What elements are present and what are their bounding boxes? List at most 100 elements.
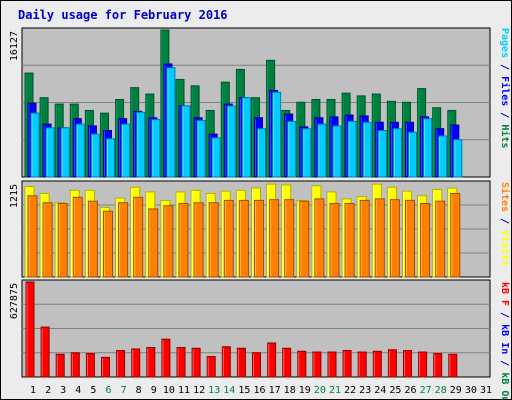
kb-f-in-out-bar-kb-f-day-11 [176, 346, 186, 378]
pages-files-hits-bar-pages-day-12 [196, 119, 206, 178]
pages-files-hits-ylabel: Pages / Files / Hits [499, 28, 511, 148]
x-tick-day-6: 6 [105, 385, 111, 396]
x-tick-labels: 1 2 3 4 5 6 7 8 9 10 11 12 13 14 15 16 17 18 19 20 21 22 23 24 2… [30, 385, 492, 396]
kb-f-in-out-bar-kb-f-day-10 [161, 338, 171, 378]
visits-sites-bar-sites-day-23 [359, 199, 370, 278]
kb-f-in-out-bar-kb-f-day-19 [297, 350, 307, 378]
x-tick-day-7: 7 [121, 385, 127, 396]
pages-files-hits-bar-pages-day-9 [151, 119, 161, 178]
kb-f-in-out-ylabel-part-4: kB Out [499, 372, 510, 400]
visits-sites-bar-sites-day-24 [374, 198, 385, 278]
kb-f-in-out-bar-kb-f-day-27 [418, 351, 428, 378]
pages-files-hits-bar-pages-day-11 [181, 105, 191, 178]
pages-files-hits-ylabel-part-3: / [499, 106, 510, 124]
pages-files-hits-bar-pages-day-3 [60, 127, 70, 178]
x-tick-day-27: 27 [420, 385, 432, 396]
kb-f-in-out-bar-kb-f-day-22 [342, 350, 352, 378]
x-tick-day-3: 3 [60, 385, 66, 396]
visits-sites-bar-sites-day-19 [299, 200, 310, 278]
visits-sites-ylabel-part-2: Visits [499, 230, 511, 266]
kb-f-in-out-bar-kb-f-day-17 [267, 342, 277, 378]
pages-files-hits-bar-pages-day-8 [136, 111, 146, 178]
x-tick-day-13: 13 [208, 385, 220, 396]
pages-files-hits-bar-pages-day-29 [453, 139, 463, 178]
kb-f-in-out-bar-kb-f-day-13 [206, 356, 216, 378]
visits-sites-bar-sites-day-7 [118, 202, 129, 278]
kb-f-in-out-bar-kb-f-day-4 [70, 352, 80, 378]
kb-f-in-out-bar-kb-f-day-7 [116, 350, 126, 378]
kb-f-in-out-bar-kb-f-day-23 [357, 351, 367, 378]
kb-f-in-out-bar-kb-f-day-16 [252, 352, 261, 378]
kb-max-label: 627875 [9, 283, 20, 319]
pages-files-hits-bar-pages-day-22 [347, 120, 357, 178]
kb-f-in-out-bar-kb-f-day-25 [387, 349, 397, 378]
visits-sites-bar-sites-day-25 [389, 199, 400, 278]
x-tick-day-23: 23 [359, 385, 371, 396]
x-tick-day-8: 8 [136, 385, 142, 396]
x-tick-day-11: 11 [178, 385, 190, 396]
pages-files-hits-bar-pages-day-14 [226, 105, 236, 178]
kb-f-in-out-bar-kb-f-day-20 [312, 351, 322, 378]
x-tick-day-14: 14 [223, 385, 235, 396]
kb-f-in-out-bar-kb-f-day-29 [448, 353, 458, 378]
pages-files-hits-bar-pages-day-17 [272, 91, 282, 178]
pages-files-hits-bar-pages-day-27 [423, 118, 433, 178]
kb-f-in-out-bar-kb-f-day-9 [146, 346, 156, 378]
x-tick-day-29: 29 [450, 385, 462, 396]
pages-files-hits-bar-pages-day-2 [45, 127, 55, 178]
kb-f-in-out-bar-kb-f-day-3 [55, 353, 65, 378]
visits-sites-max-label: 1215 [9, 184, 20, 208]
visits-sites-bar-sites-day-14 [223, 199, 234, 278]
x-tick-day-5: 5 [90, 385, 96, 396]
visits-sites-ylabel-part-0: Sites [499, 182, 511, 212]
x-tick-day-30: 30 [465, 385, 477, 396]
pages-files-hits-bar-pages-day-18 [287, 120, 297, 178]
kb-f-in-out-bar-kb-f-day-18 [282, 347, 292, 378]
x-tick-day-4: 4 [75, 385, 81, 396]
x-tick-day-21: 21 [329, 385, 341, 396]
pages-files-hits-bar-pages-day-7 [121, 123, 131, 178]
pages-files-hits-bar-pages-day-6 [106, 138, 115, 178]
kb-f-in-out-bar-kb-f-day-14 [221, 346, 231, 378]
x-tick-day-9: 9 [151, 385, 157, 396]
x-tick-day-10: 10 [163, 385, 175, 396]
visits-sites-bar-sites-day-6 [103, 210, 113, 278]
pages-files-hits-ylabel-part-2: Files [499, 76, 511, 106]
visits-sites-bar-sites-day-3 [57, 203, 68, 278]
x-tick-day-1: 1 [30, 385, 36, 396]
visits-sites-bar-sites-day-18 [284, 199, 295, 278]
chart-title: Daily usage for February 2016 [18, 8, 228, 22]
pages-files-hits-bar-pages-day-16 [257, 128, 266, 178]
pages-files-hits-bar-pages-day-28 [438, 135, 448, 178]
kb-f-in-out-bar-kb-f-day-28 [433, 353, 443, 378]
pages-files-hits-bar-pages-day-5 [90, 133, 100, 178]
x-tick-day-19: 19 [299, 385, 311, 396]
kb-f-in-out-ylabel-part-3: / [499, 354, 510, 372]
kb-f-in-out-ylabel-part-2: kB In [499, 324, 510, 354]
visits-sites-bar-sites-day-20 [314, 198, 325, 278]
pages-files-hits-ylabel-part-1: / [499, 58, 510, 76]
visits-sites-ylabel: Sites / Visits [499, 182, 511, 266]
kb-f-in-out-bar-kb-f-day-15 [236, 347, 246, 378]
visits-sites-bar-sites-day-10 [163, 205, 174, 278]
x-tick-day-25: 25 [389, 385, 401, 396]
visits-sites-bar-sites-day-27 [420, 203, 431, 278]
kb-f-in-out-bar-kb-f-day-5 [85, 353, 95, 378]
pages-files-hits-bar-pages-day-26 [408, 131, 417, 178]
kb-f-in-out-ylabel-part-0: kB F [499, 282, 510, 306]
visits-sites-bar-sites-day-9 [148, 208, 159, 278]
visits-sites-bar-sites-day-16 [254, 199, 264, 278]
x-tick-day-16: 16 [253, 385, 265, 396]
x-tick-day-18: 18 [284, 385, 296, 396]
pages-files-hits-ylabel-part-4: Hits [499, 124, 511, 148]
visits-sites-bar-sites-day-15 [238, 199, 249, 278]
visits-sites-bar-sites-day-26 [405, 199, 415, 278]
visits-sites-bar-sites-day-29 [450, 192, 461, 278]
pages-files-hits-bar-pages-day-1 [30, 112, 40, 178]
pages-files-hits-max-label: 16127 [9, 31, 20, 61]
pages-files-hits-bar-pages-day-4 [75, 123, 85, 178]
pages-files-hits-bar-pages-day-15 [241, 97, 251, 178]
x-tick-day-22: 22 [344, 385, 356, 396]
pages-files-hits-bar-pages-day-19 [302, 128, 312, 178]
kb-f-in-out-bar-kb-f-day-12 [191, 347, 201, 378]
